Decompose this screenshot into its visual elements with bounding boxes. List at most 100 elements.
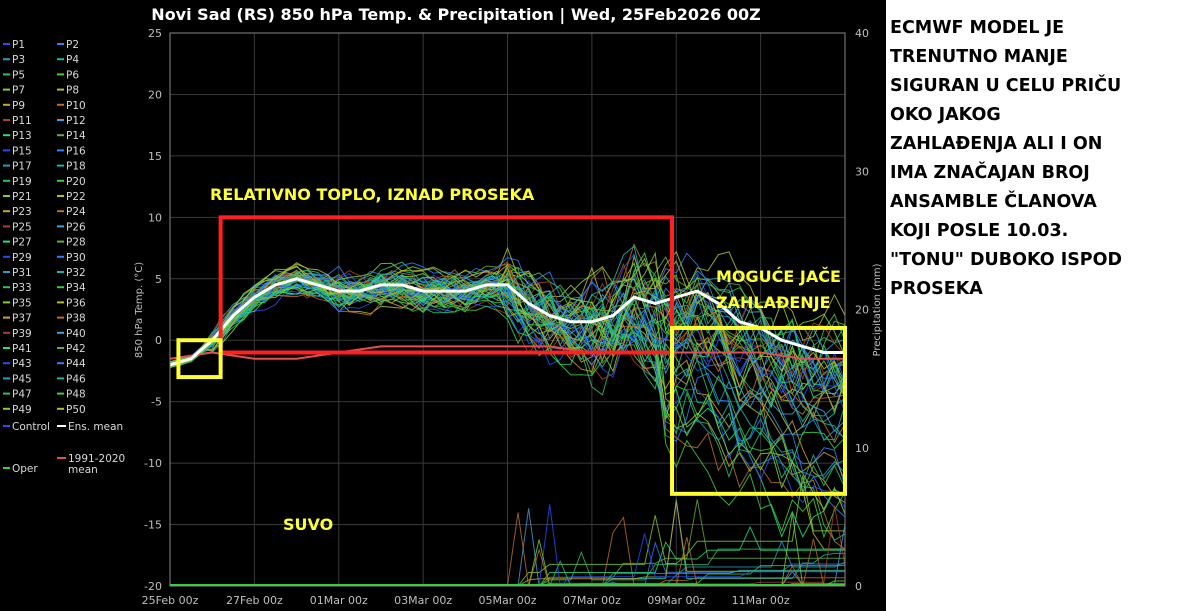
annotations: RELATIVNO TOPLO, IZNAD PROSEKA MOGUĆE JA… xyxy=(176,185,847,534)
y-tick-label: -15 xyxy=(144,519,162,532)
side-note-line: ANSAMBLE ČLANOVA xyxy=(890,192,1097,212)
legend-label-P31: P31 xyxy=(12,267,32,279)
side-note: ECMWF MODEL JE TRENUTNO MANJE SIGURAN U CE… xyxy=(890,14,1190,304)
legend-label-P27: P27 xyxy=(12,237,32,249)
chart-title: Novi Sad (RS) 850 hPa Temp. & Precipitat… xyxy=(151,5,760,25)
start-box xyxy=(176,338,223,380)
legend-label-P21: P21 xyxy=(12,191,32,203)
legend-label-P15: P15 xyxy=(12,145,32,157)
ensemble-chart: Novi Sad (RS) 850 hPa Temp. & Precipitat… xyxy=(3,5,883,607)
y2-tick-label: 0 xyxy=(855,580,862,593)
axes-layer: 25 20 15 10 5 0 -5 -10 -15 -20 40 30 20 10 0 25Feb 00z 2… xyxy=(142,27,869,607)
side-note-line: OKO JAKOG xyxy=(890,105,1001,125)
legend-label-P30: P30 xyxy=(66,252,86,264)
legend-label-P18: P18 xyxy=(66,161,86,173)
side-note-line: KOJI POSLE 10.03. xyxy=(890,221,1069,241)
x-tick-label: 05Mar 00z xyxy=(478,594,536,607)
side-note-line: TRENUTNO MANJE xyxy=(890,47,1068,67)
legend-label-P41: P41 xyxy=(12,343,32,355)
legend-label-P43: P43 xyxy=(12,358,32,370)
legend-label-P45: P45 xyxy=(12,373,32,385)
legend-label-P50: P50 xyxy=(66,404,86,416)
legend-label-P47: P47 xyxy=(12,389,32,401)
side-note-line: IMA ZNAČAJAN BROJ xyxy=(890,163,1090,183)
member-line-P37 xyxy=(169,263,846,419)
legend-label-P29: P29 xyxy=(12,252,32,264)
legend-label-P13: P13 xyxy=(12,130,32,142)
legend-label-P4: P4 xyxy=(66,54,79,66)
legend-label-P19: P19 xyxy=(12,176,32,188)
legend-label-P34: P34 xyxy=(66,282,86,294)
x-tick-label: 09Mar 00z xyxy=(647,594,705,607)
y-tick-label: -5 xyxy=(151,396,162,409)
legend-label-P32: P32 xyxy=(66,267,86,279)
y-tick-label: 20 xyxy=(148,88,162,101)
cold-annotation-line-1: MOGUĆE JAČE xyxy=(716,267,841,286)
y2-tick-label: 20 xyxy=(855,304,869,317)
legend: P1 P2 P3 P4 P5 P6 P7 P8 P9 P10 P11 P12 P13 P14 P15 P16 P… xyxy=(3,39,125,476)
legend-label-P36: P36 xyxy=(66,297,86,309)
side-note-line: ECMWF MODEL JE xyxy=(890,18,1065,38)
legend-label-P11: P11 xyxy=(12,115,32,127)
x-tick-label: 27Feb 00z xyxy=(226,594,283,607)
x-tick-label: 03Mar 00z xyxy=(394,594,452,607)
y-tick-label: 0 xyxy=(155,334,162,347)
legend-label-P44: P44 xyxy=(66,358,86,370)
y-tick-label: 5 xyxy=(155,273,162,286)
legend-label-climate: 1991-2020 xyxy=(68,453,125,465)
legend-label-P39: P39 xyxy=(12,328,32,340)
member-line-P50 xyxy=(169,250,846,390)
legend-label-P28: P28 xyxy=(66,237,86,249)
legend-label-P48: P48 xyxy=(66,389,86,401)
legend-label-P35: P35 xyxy=(12,297,32,309)
side-note-line: SIGURAN U CELU PRIČU xyxy=(890,76,1122,96)
legend-label-P8: P8 xyxy=(66,85,79,97)
key-lines xyxy=(169,277,845,367)
legend-label-P3: P3 xyxy=(12,54,25,66)
legend-label-P6: P6 xyxy=(66,69,79,81)
legend-label-control: Control xyxy=(12,421,50,433)
legend-label-P17: P17 xyxy=(12,161,32,173)
legend-label-oper: Oper xyxy=(12,463,38,475)
y-tick-label: -20 xyxy=(144,580,162,593)
plot-frame xyxy=(169,32,846,587)
member-line-P33 xyxy=(169,262,846,374)
x-tick-label: 11Mar 00z xyxy=(732,594,790,607)
x-tick-label: 01Mar 00z xyxy=(310,594,368,607)
member-line-P46 xyxy=(169,269,846,440)
cold-box xyxy=(670,325,847,496)
side-note-line: PROSEKA xyxy=(890,279,983,299)
legend-label-P14: P14 xyxy=(66,130,86,142)
legend-label-ens-mean: Ens. mean xyxy=(68,421,123,433)
dry-annotation: SUVO xyxy=(283,515,333,534)
legend-label-P25: P25 xyxy=(12,221,32,233)
legend-label-P5: P5 xyxy=(12,69,25,81)
member-line-P43 xyxy=(169,283,846,408)
legend-label-P7: P7 xyxy=(12,85,25,97)
legend-label-P1: P1 xyxy=(12,39,25,51)
legend-label-P37: P37 xyxy=(12,313,32,325)
y-tick-label: -10 xyxy=(144,457,162,470)
legend-label-P2: P2 xyxy=(66,39,79,51)
chart-panel: Novi Sad (RS) 850 hPa Temp. & Precipitat… xyxy=(0,0,886,611)
legend-label-climate-2: mean xyxy=(68,464,98,476)
member-line-P49 xyxy=(169,266,846,515)
legend-label-P26: P26 xyxy=(66,221,86,233)
legend-label-P49: P49 xyxy=(12,404,32,416)
y2-tick-label: 30 xyxy=(855,165,869,178)
ens-mean-line xyxy=(169,277,845,367)
climate-mean-line xyxy=(169,345,845,360)
side-note-line: ZAHLAĐENJA ALI I ON xyxy=(890,134,1103,154)
y-tick-label: 10 xyxy=(148,211,162,224)
y-axis-title: 850 hPa Temp. (°C) xyxy=(134,262,145,358)
y2-axis-title: Precipitation (mm) xyxy=(872,263,883,356)
legend-label-P9: P9 xyxy=(12,100,25,112)
legend-label-P12: P12 xyxy=(66,115,86,127)
x-tick-label: 07Mar 00z xyxy=(563,594,621,607)
y-tick-label: 15 xyxy=(148,150,162,163)
legend-label-P23: P23 xyxy=(12,206,32,218)
legend-label-P22: P22 xyxy=(66,191,86,203)
warm-annotation: RELATIVNO TOPLO, IZNAD PROSEKA xyxy=(210,185,535,204)
x-tick-label: 25Feb 00z xyxy=(142,594,199,607)
y2-tick-label: 40 xyxy=(855,27,869,40)
